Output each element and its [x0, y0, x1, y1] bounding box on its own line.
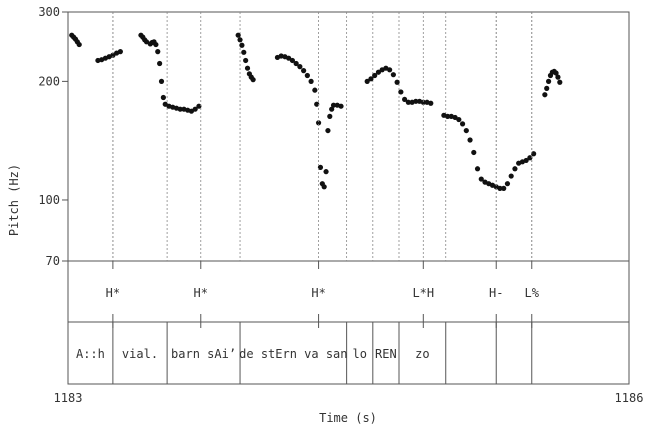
pitch-point-1-8	[155, 49, 161, 55]
word-label-6: zo	[415, 347, 429, 361]
tone-label-3: L*H	[412, 286, 434, 300]
pitch-point-5-5	[459, 121, 466, 127]
pitch-point-4-3	[375, 69, 382, 75]
pitch-point-4-8	[394, 79, 400, 85]
pitch-point-2-2	[239, 42, 245, 48]
pitch-point-3-17	[325, 127, 331, 134]
pitch-point-1-16	[177, 106, 183, 112]
word-label-0: A::h	[76, 347, 105, 361]
word-label-1: vial.	[122, 347, 158, 361]
pitch-point-3-19	[329, 106, 335, 112]
pitch-point-4-15	[420, 99, 426, 105]
pitch-point-5-23	[527, 155, 533, 161]
pitch-point-2-5	[244, 65, 251, 71]
pitch-point-6-2	[545, 78, 552, 84]
tone-label-0: H*	[106, 286, 120, 300]
pitch-point-3-12	[315, 120, 322, 126]
pitch-point-4-9	[398, 89, 404, 95]
pitch-point-3-3	[286, 55, 292, 61]
pitch-point-4-0	[364, 78, 370, 84]
pitch-point-5-16	[501, 185, 507, 191]
pitch-point-1-7	[153, 41, 159, 48]
pitch-point-2-8	[250, 77, 256, 83]
pitch-point-1-20	[192, 106, 198, 112]
y-tick-label-2: 200	[38, 74, 60, 88]
y-tick-label-1: 100	[38, 193, 60, 207]
pitch-point-2-3	[241, 49, 247, 55]
pitch-point-3-6	[297, 64, 303, 70]
pitch-point-5-4	[456, 116, 462, 123]
pitch-point-5-1	[445, 113, 451, 119]
pitch-point-3-5	[293, 60, 299, 67]
pitch-point-5-17	[504, 181, 511, 187]
pitch-point-0-11	[117, 49, 123, 55]
pitch-point-6-8	[557, 79, 563, 85]
pitch-point-5-9	[474, 166, 481, 172]
pitch-point-3-7	[301, 68, 307, 74]
pitch-point-4-13	[413, 98, 419, 104]
segment-boundaries	[112, 12, 533, 384]
pitch-points	[69, 32, 563, 191]
x-tick-end: 1186	[615, 391, 644, 405]
pitch-point-4-10	[402, 96, 408, 103]
x-tick-start: 1183	[54, 391, 83, 405]
word-tier: A::h vial. barn sAi’ de stErn va san lo REN zo	[76, 347, 430, 361]
pitch-point-5-8	[471, 149, 477, 156]
pitch-point-3-8	[304, 72, 310, 79]
pitch-point-4-6	[387, 67, 393, 73]
y-tick-label-0: 70	[46, 254, 60, 268]
x-axis-label: Time (s)	[319, 411, 377, 425]
word-label-4: lo	[352, 347, 366, 361]
pitch-point-3-9	[308, 78, 314, 84]
tone-label-5: L%	[525, 286, 540, 300]
tone-label-4: H-	[489, 286, 503, 300]
pitch-point-2-1	[237, 37, 243, 43]
pitch-point-6-6	[553, 70, 559, 76]
pitch-point-3-18	[327, 113, 333, 119]
tone-label-1: H*	[194, 286, 208, 300]
pitch-point-4-11	[405, 99, 411, 105]
pitch-point-6-0	[542, 92, 548, 98]
chart-frame	[67, 11, 630, 385]
pitch-point-5-15	[497, 185, 503, 191]
pitch-point-3-15	[321, 184, 327, 190]
pitch-point-1-9	[157, 60, 163, 67]
pitch-point-4-7	[390, 72, 396, 78]
pitch-point-3-16	[323, 169, 329, 175]
pitch-point-5-19	[512, 166, 518, 172]
pitch-point-5-18	[508, 173, 514, 179]
pitch-point-1-10	[158, 78, 165, 84]
pitch-point-5-6	[463, 127, 469, 134]
y-axis-label: Pitch (Hz)	[7, 164, 21, 236]
pitch-point-5-10	[478, 176, 484, 182]
pitch-point-3-20	[330, 102, 337, 108]
pitch-point-5-22	[523, 157, 529, 164]
word-label-2: barn sAi’	[171, 347, 236, 361]
y-axis: 70 100 200 300	[38, 5, 68, 268]
pitch-point-6-1	[544, 85, 550, 91]
word-label-3: de stErn va san	[239, 347, 347, 361]
pitch-point-3-13	[317, 164, 324, 170]
pitch-point-3-11	[314, 101, 320, 107]
y-tick-label-3: 300	[38, 5, 60, 19]
word-label-5: REN	[375, 347, 397, 361]
pitch-point-5-24	[531, 151, 537, 157]
pitch-point-3-4	[289, 57, 295, 64]
pitch-point-4-2	[372, 72, 378, 79]
tone-label-2: H*	[311, 286, 325, 300]
tone-tier: H* H* H* L*H H- L%	[106, 12, 540, 328]
pitch-point-5-7	[467, 137, 473, 143]
pitch-point-2-0	[235, 32, 241, 38]
pitch-point-4-1	[368, 76, 374, 82]
pitch-point-1-11	[160, 94, 166, 101]
pitch-point-4-17	[428, 100, 434, 106]
pitch-point-0-4	[76, 41, 82, 48]
pitch-point-2-4	[243, 57, 249, 64]
pitch-point-3-10	[312, 87, 318, 93]
pitch-point-3-22	[338, 103, 344, 109]
pitch-point-1-21	[196, 103, 202, 109]
pitch-point-6-7	[555, 74, 561, 80]
